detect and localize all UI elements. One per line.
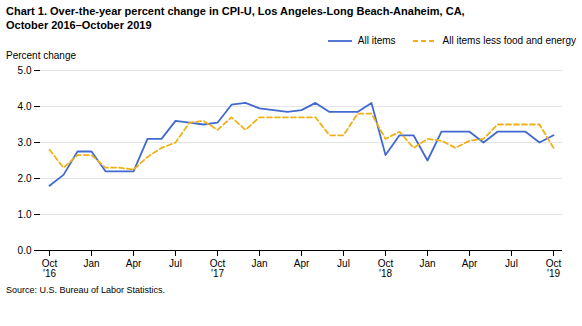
svg-text:4.0: 4.0 [18,101,32,112]
svg-text:Jul: Jul [169,258,182,269]
svg-text:1.0: 1.0 [18,209,32,220]
svg-text:Apr: Apr [126,258,142,269]
html-text:October 2016–October 2019: October 2016–October 2019 [6,19,152,31]
html-text:Source: U.S. Bureau of Labor S: Source: U.S. Bureau of Labor Statistics. [6,285,166,295]
svg-text:Oct'19: Oct'19 [546,258,562,279]
svg-text:Oct'16: Oct'16 [42,258,58,279]
html-text:Chart 1. Over-the-year percent: Chart 1. Over-the-year percent change in… [6,5,465,17]
svg-text:Jan: Jan [419,258,435,269]
html-text:Percent change: Percent change [6,50,77,61]
svg-text:Oct'18: Oct'18 [378,258,394,279]
svg-text:Apr: Apr [462,258,478,269]
svg-text:Jan: Jan [251,258,267,269]
svg-text:Jul: Jul [505,258,518,269]
html-text:All items: All items [357,35,396,46]
svg-text:5.0: 5.0 [18,65,32,76]
svg-text:0.0: 0.0 [18,245,32,256]
svg-text:Oct'17: Oct'17 [210,258,226,279]
svg-text:Jul: Jul [337,258,350,269]
svg-text:Jan: Jan [83,258,99,269]
svg-text:3.0: 3.0 [18,137,32,148]
svg-text:2.0: 2.0 [18,173,32,184]
svg-text:Apr: Apr [294,258,310,269]
html-text:All items less food and energy: All items less food and energy [442,35,576,46]
